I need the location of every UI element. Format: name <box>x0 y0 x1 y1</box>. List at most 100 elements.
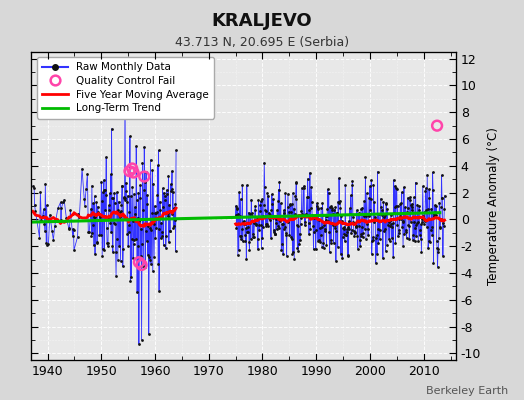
Point <box>104 240 112 246</box>
Point <box>90 193 99 199</box>
Point <box>237 233 246 240</box>
Point <box>48 228 56 234</box>
Point <box>429 187 437 193</box>
Point <box>387 221 396 228</box>
Point <box>293 222 301 228</box>
Point <box>437 204 445 211</box>
Point <box>152 208 161 215</box>
Point <box>69 233 77 239</box>
Point <box>416 236 424 242</box>
Point <box>240 220 248 227</box>
Point <box>370 213 379 220</box>
Point <box>267 234 275 241</box>
Point <box>386 223 394 230</box>
Point <box>166 228 174 234</box>
Point <box>413 218 422 225</box>
Point <box>412 232 420 239</box>
Point <box>374 226 382 232</box>
Point <box>351 230 359 236</box>
Legend: Raw Monthly Data, Quality Control Fail, Five Year Moving Average, Long-Term Tren: Raw Monthly Data, Quality Control Fail, … <box>37 57 214 118</box>
Point <box>114 256 122 263</box>
Point <box>270 231 279 238</box>
Point <box>417 249 425 255</box>
Point <box>377 204 385 210</box>
Point <box>364 232 373 238</box>
Point <box>432 212 440 218</box>
Point <box>244 229 253 235</box>
Point <box>440 223 448 230</box>
Point <box>325 229 333 236</box>
Point <box>318 244 326 250</box>
Point <box>101 207 110 213</box>
Point <box>151 209 159 216</box>
Point <box>239 218 247 225</box>
Point <box>143 238 151 244</box>
Point <box>438 195 446 202</box>
Text: Berkeley Earth: Berkeley Earth <box>426 386 508 396</box>
Point <box>299 212 308 218</box>
Point <box>305 231 313 238</box>
Point <box>346 211 354 218</box>
Y-axis label: Temperature Anomaly (°C): Temperature Anomaly (°C) <box>487 127 500 285</box>
Point <box>345 226 354 232</box>
Point <box>92 211 100 217</box>
Point <box>382 200 390 206</box>
Point <box>307 184 315 190</box>
Point <box>434 249 442 256</box>
Point <box>104 215 113 221</box>
Point <box>244 209 253 216</box>
Point <box>293 222 302 229</box>
Point <box>362 213 370 220</box>
Point <box>233 205 242 212</box>
Point <box>137 262 146 268</box>
Point <box>303 176 312 182</box>
Point <box>83 171 92 177</box>
Point <box>133 289 141 296</box>
Point <box>431 202 439 208</box>
Point <box>359 213 368 220</box>
Point <box>425 186 433 192</box>
Point <box>375 210 383 217</box>
Point <box>105 207 114 213</box>
Point <box>40 221 49 227</box>
Point <box>316 232 325 238</box>
Point <box>371 215 379 222</box>
Point <box>313 238 322 244</box>
Point <box>154 261 162 267</box>
Point <box>41 180 49 187</box>
Point <box>335 200 344 206</box>
Point <box>380 214 388 220</box>
Point <box>432 203 440 210</box>
Point <box>343 229 351 236</box>
Point <box>29 183 37 189</box>
Point <box>90 214 99 220</box>
Point <box>429 260 438 266</box>
Point <box>42 202 51 208</box>
Point <box>35 234 43 241</box>
Point <box>163 213 172 219</box>
Point <box>433 245 441 251</box>
Point <box>307 205 315 211</box>
Point <box>428 232 436 238</box>
Point <box>297 220 305 227</box>
Point <box>321 226 330 232</box>
Point <box>352 223 361 229</box>
Point <box>372 234 380 241</box>
Point <box>342 232 350 238</box>
Point <box>273 207 281 214</box>
Point <box>237 236 245 242</box>
Point <box>37 217 46 224</box>
Point <box>326 204 334 210</box>
Point <box>59 198 68 205</box>
Point <box>249 218 258 224</box>
Point <box>424 238 433 244</box>
Point <box>36 189 45 196</box>
Point <box>361 174 369 180</box>
Point <box>333 210 341 216</box>
Point <box>144 223 152 229</box>
Point <box>320 222 329 228</box>
Point <box>239 218 248 224</box>
Point <box>376 226 385 233</box>
Point <box>331 222 339 228</box>
Point <box>300 184 308 191</box>
